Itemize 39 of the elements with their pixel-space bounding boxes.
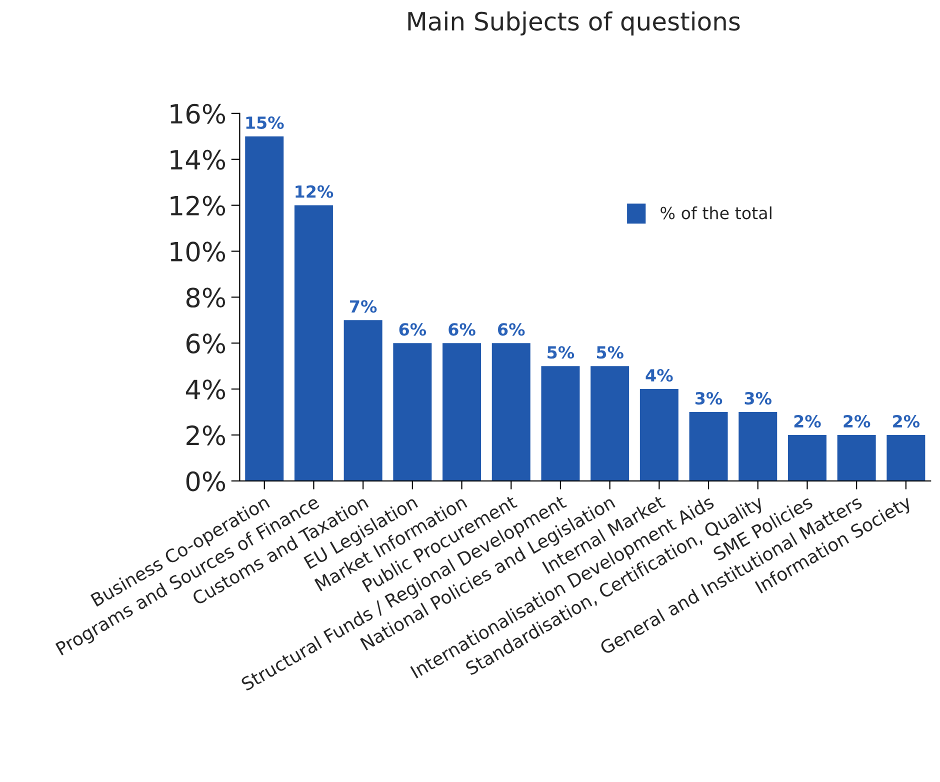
data-label: 12% — [296, 185, 334, 198]
data-label: 4% — [646, 369, 673, 382]
data-label: 7% — [350, 300, 377, 313]
bar — [492, 343, 530, 481]
y-tick-label: 0% — [186, 471, 226, 492]
chart-title: Main Subjects of questions — [408, 11, 740, 36]
data-label: 5% — [596, 346, 624, 359]
bar — [788, 434, 826, 481]
data-label: 2% — [844, 414, 870, 428]
y-tick-label: 14% — [170, 150, 226, 170]
data-label: 3% — [744, 392, 772, 405]
data-label: 3% — [695, 392, 722, 405]
y-tick-label: 4% — [186, 379, 226, 400]
y-tick-label: 12% — [170, 196, 226, 216]
bar — [886, 434, 926, 481]
bar — [541, 366, 580, 481]
data-label: 15% — [246, 116, 284, 129]
bar — [738, 412, 778, 481]
bar — [442, 343, 482, 481]
y-tick-label: 8% — [186, 288, 226, 308]
y-tick-label: 16% — [170, 104, 226, 124]
bar — [590, 366, 630, 481]
y-tick-label: 10% — [170, 242, 226, 262]
data-label: 5% — [548, 346, 574, 359]
bar — [689, 412, 728, 481]
data-label: 6% — [448, 323, 476, 336]
y-tick-label: 2% — [186, 425, 226, 446]
y-tick-label: 6% — [186, 334, 226, 354]
data-label: 2% — [893, 414, 920, 428]
data-label: 6% — [399, 323, 426, 336]
legend-label: % of the total — [660, 206, 772, 220]
bar — [245, 136, 284, 481]
bar — [393, 343, 432, 481]
data-label: 6% — [498, 323, 525, 336]
bar — [344, 320, 382, 481]
bar — [837, 434, 876, 481]
bar — [294, 205, 333, 481]
data-label: 2% — [794, 414, 821, 428]
bar — [640, 389, 678, 481]
